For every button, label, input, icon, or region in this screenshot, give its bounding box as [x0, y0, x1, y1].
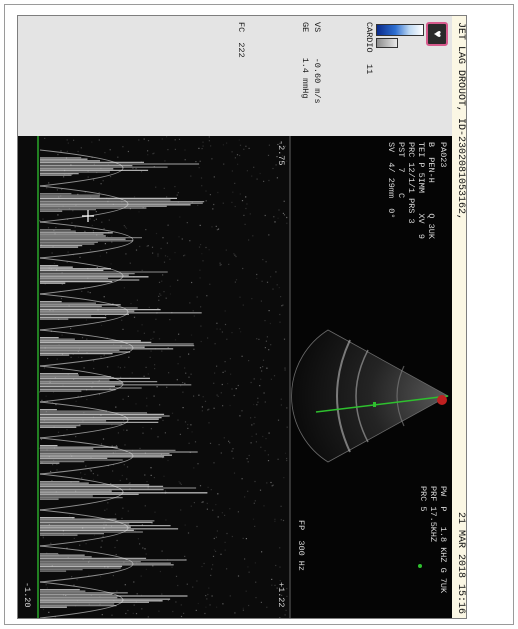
color-scale-bar: [376, 24, 424, 36]
doppler-param-2: PRF 17.5KHZ: [428, 486, 438, 543]
doppler-param-1: PW P 1.8 KHZ G 7UK: [438, 486, 448, 594]
measurement-crosshair-icon[interactable]: [82, 210, 94, 222]
scale-label-top: -2.75: [276, 140, 286, 166]
heart-logo-icon: ♥: [426, 22, 448, 46]
param-line-3: PRC 12/1/1 PRS 3: [406, 142, 416, 224]
patient-id-label: JET LAG DROUOT, ID-2302081053162,: [455, 22, 466, 221]
report-header: JET LAG DROUOT, ID-2302081053162, 21 MAR…: [451, 16, 466, 618]
filter-param: FP 300 Hz: [296, 520, 306, 572]
doppler-param-3: PRC 5: [418, 486, 428, 512]
exam-date-label: 21 MAR 2018 15:16: [455, 511, 466, 614]
origin-dot-icon: [418, 564, 422, 568]
ultrasound-screen: JET LAG DROUOT, ID-2302081053162, 21 MAR…: [18, 16, 466, 618]
sector-image: [291, 329, 449, 463]
param-line-4: PST 7 C: [396, 142, 406, 199]
gray-scale-bar: [376, 38, 398, 48]
settings-panel: ♥ CARDIO 11 VS -0.60 m/s GE 1.4 mmHg FC …: [18, 16, 452, 137]
echo-image-svg: [18, 136, 449, 618]
probe-marker-icon: [437, 395, 447, 405]
scale-label-bottom: -1.20: [22, 582, 32, 608]
velocity-readout: VS -0.60 m/s: [312, 22, 322, 104]
ultrasound-report: JET LAG DROUOT, ID-2302081053162, 21 MAR…: [17, 15, 467, 619]
param-line-5: SV 4/ 29mm 0°: [386, 142, 396, 219]
param-line-2: TEI P 5IMM XV 9: [416, 142, 426, 239]
gradient-readout: GE 1.4 mmHg: [300, 22, 310, 99]
doppler-cursor-line[interactable]: [315, 395, 449, 413]
page-frame: JET LAG DROUOT, ID-2302081053162, 21 MAR…: [4, 4, 514, 625]
param-top: PA023: [438, 142, 448, 168]
probe-number: 11: [364, 64, 374, 75]
param-line-1: B PEN-H Q 3UK: [426, 142, 436, 239]
heart-rate-readout: FC 222: [236, 22, 246, 58]
doppler-strip: [18, 136, 290, 618]
scale-label-right: +1.22: [276, 582, 286, 608]
doppler-waveform: [38, 136, 288, 618]
probe-name: CARDIO: [364, 22, 374, 53]
image-area: PA023 B PEN-H Q 3UK TEI P 5IMM XV 9 PRC …: [18, 136, 452, 618]
